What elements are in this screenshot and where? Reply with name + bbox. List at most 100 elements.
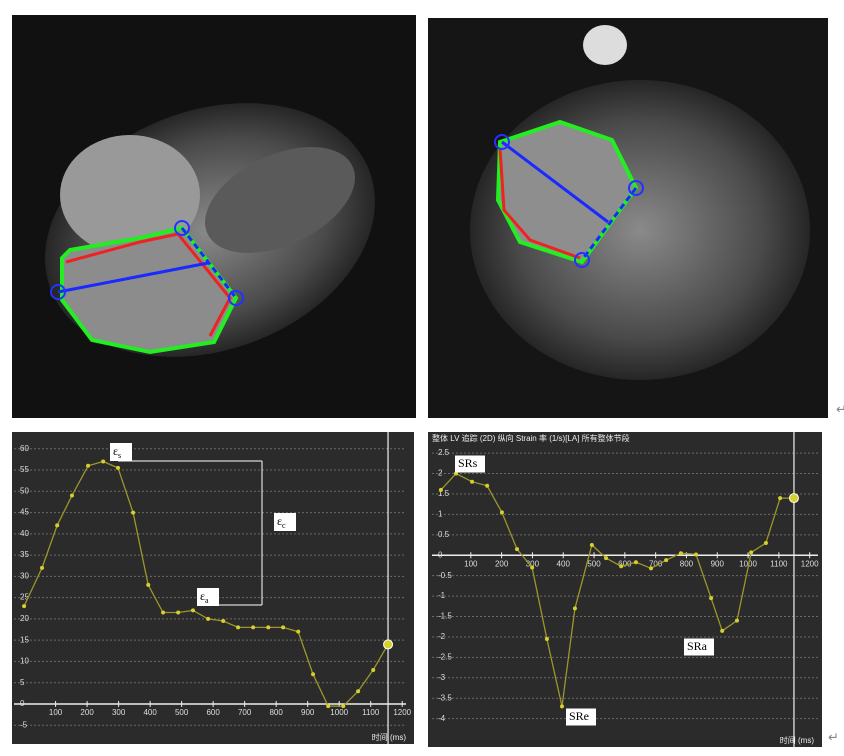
annotation: SRs bbox=[458, 456, 478, 470]
y-tick-label: -1.5 bbox=[438, 612, 452, 621]
data-point bbox=[619, 564, 624, 569]
data-point bbox=[454, 471, 459, 476]
x-tick-label: 500 bbox=[587, 559, 601, 568]
data-point bbox=[161, 610, 166, 615]
annotation-box bbox=[684, 638, 714, 656]
data-point bbox=[281, 625, 286, 630]
y-tick-label: 60 bbox=[20, 444, 29, 453]
x-tick-label: 300 bbox=[526, 559, 540, 568]
data-point bbox=[438, 487, 443, 492]
y-tick-label: 2.5 bbox=[438, 448, 450, 457]
data-point bbox=[530, 565, 535, 570]
y-tick-label: -3.5 bbox=[438, 693, 452, 702]
y-tick-label: 5 bbox=[20, 678, 25, 687]
y-tick-label: -2 bbox=[438, 632, 446, 641]
data-point bbox=[544, 637, 549, 641]
y-tick-label: -0.5 bbox=[438, 571, 452, 580]
data-point bbox=[206, 616, 211, 621]
data-point bbox=[341, 704, 346, 709]
x-tick-label: 100 bbox=[49, 708, 63, 717]
data-point bbox=[383, 639, 394, 650]
data-point bbox=[778, 496, 783, 501]
x-tick-label: 100 bbox=[464, 559, 478, 568]
data-point bbox=[649, 566, 654, 571]
data-point bbox=[604, 556, 609, 561]
data-point bbox=[694, 552, 699, 557]
y-tick-label: 0.5 bbox=[438, 530, 450, 539]
annotation: εs bbox=[113, 444, 121, 460]
data-point bbox=[499, 510, 504, 515]
y-tick-label: 50 bbox=[20, 486, 29, 495]
data-point bbox=[763, 541, 768, 545]
x-tick-label: 1200 bbox=[801, 559, 819, 568]
data-point bbox=[664, 558, 669, 563]
y-tick-label: 2 bbox=[438, 469, 443, 478]
x-tick-label: 1100 bbox=[362, 708, 380, 717]
x-tick-label: 700 bbox=[649, 559, 663, 568]
annotation: SRa bbox=[687, 639, 708, 653]
data-point bbox=[221, 619, 226, 624]
y-tick-label: -1 bbox=[438, 591, 446, 600]
y-tick-label: 45 bbox=[20, 508, 29, 517]
x-tick-label: 1200 bbox=[393, 708, 411, 717]
annotation-box bbox=[197, 588, 219, 606]
y-tick-label: -3 bbox=[438, 673, 446, 682]
data-point bbox=[589, 543, 594, 548]
data-point bbox=[251, 625, 256, 630]
data-point bbox=[296, 629, 301, 634]
data-point bbox=[311, 672, 316, 677]
data-point bbox=[709, 596, 714, 601]
annotation-text: SRs bbox=[458, 456, 478, 470]
x-tick-label: 400 bbox=[557, 559, 571, 568]
data-point bbox=[720, 628, 725, 633]
data-point bbox=[22, 604, 27, 609]
data-point bbox=[190, 608, 195, 613]
annotation-text: ε bbox=[277, 514, 282, 528]
x-tick-label: 900 bbox=[711, 559, 725, 568]
annotation-box bbox=[455, 455, 485, 473]
x-tick-label: 1000 bbox=[330, 708, 348, 717]
y-tick-label: 15 bbox=[20, 635, 29, 644]
y-tick-label: -2.5 bbox=[438, 652, 452, 661]
data-point bbox=[236, 625, 241, 630]
y-tick-label: 1.5 bbox=[438, 489, 450, 498]
return-mark: ↵ bbox=[836, 401, 844, 416]
annotation-box bbox=[274, 513, 296, 531]
data-point bbox=[55, 523, 60, 528]
x-tick-label: 600 bbox=[618, 559, 632, 568]
data-point bbox=[146, 582, 151, 587]
data-point bbox=[176, 610, 181, 615]
x-tick-label: 1100 bbox=[770, 559, 788, 568]
data-point bbox=[678, 551, 683, 556]
x-tick-label: 800 bbox=[680, 559, 694, 568]
y-tick-label: -5 bbox=[20, 720, 28, 729]
return-mark: ↵ bbox=[828, 729, 839, 744]
annotation-text: SRe bbox=[569, 709, 589, 723]
data-point bbox=[633, 560, 638, 565]
annotation-subscript: a bbox=[205, 596, 209, 605]
y-tick-label: 30 bbox=[20, 571, 29, 580]
x-tick-label: 900 bbox=[301, 708, 315, 717]
data-point bbox=[371, 667, 376, 672]
data-point bbox=[560, 704, 565, 709]
data-point bbox=[266, 625, 271, 630]
x-tick-label: 800 bbox=[269, 708, 283, 717]
x-axis-label: 时间 (ms) bbox=[780, 735, 815, 745]
y-tick-label: 1 bbox=[438, 510, 443, 519]
data-point bbox=[734, 618, 739, 623]
chart: -4-3.5-3-2.5-2-1.5-1-0.500.511.522.51002… bbox=[428, 432, 822, 747]
x-tick-label: 400 bbox=[143, 708, 157, 717]
data-point bbox=[326, 704, 331, 709]
data-point bbox=[485, 483, 490, 488]
mri-four-chamber bbox=[12, 15, 416, 418]
data-point bbox=[356, 689, 361, 694]
annotation-box bbox=[566, 708, 596, 726]
y-tick-label: 40 bbox=[20, 529, 29, 538]
x-tick-label: 300 bbox=[112, 708, 126, 717]
plot-background bbox=[428, 432, 822, 747]
mri-two-chamber bbox=[428, 18, 828, 418]
data-point bbox=[749, 550, 754, 555]
annotation-text: SRa bbox=[687, 639, 708, 653]
data-point bbox=[40, 565, 45, 570]
